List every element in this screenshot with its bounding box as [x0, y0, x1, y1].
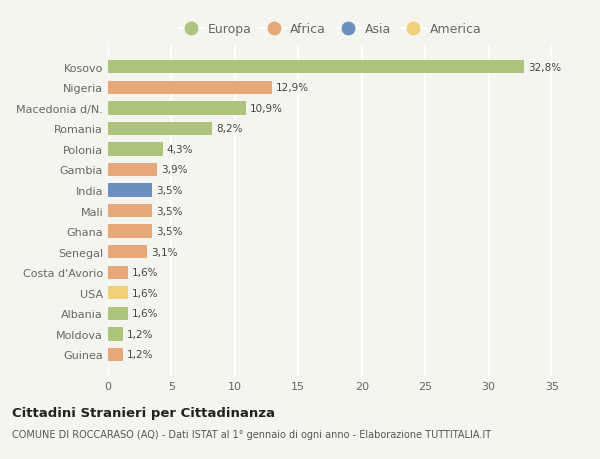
Bar	[108, 81, 272, 95]
Text: 1,2%: 1,2%	[127, 350, 154, 360]
Bar	[108, 348, 123, 361]
Bar	[108, 204, 152, 218]
Bar	[108, 225, 152, 238]
Bar	[108, 143, 163, 156]
Text: 12,9%: 12,9%	[275, 83, 308, 93]
Bar	[108, 307, 128, 320]
Bar	[108, 184, 152, 197]
Text: 1,6%: 1,6%	[132, 288, 158, 298]
Text: 1,2%: 1,2%	[127, 329, 154, 339]
Legend: Europa, Africa, Asia, America: Europa, Africa, Asia, America	[179, 23, 481, 36]
Text: 8,2%: 8,2%	[216, 124, 242, 134]
Text: 3,5%: 3,5%	[156, 227, 183, 237]
Bar	[108, 328, 123, 341]
Bar	[108, 246, 148, 259]
Text: 4,3%: 4,3%	[166, 145, 193, 155]
Text: 3,5%: 3,5%	[156, 185, 183, 196]
Text: 10,9%: 10,9%	[250, 104, 283, 113]
Text: 32,8%: 32,8%	[528, 62, 561, 73]
Text: COMUNE DI ROCCARASO (AQ) - Dati ISTAT al 1° gennaio di ogni anno - Elaborazione : COMUNE DI ROCCARASO (AQ) - Dati ISTAT al…	[12, 429, 491, 439]
Text: Cittadini Stranieri per Cittadinanza: Cittadini Stranieri per Cittadinanza	[12, 406, 275, 419]
Bar	[108, 286, 128, 300]
Bar	[108, 266, 128, 280]
Text: 1,6%: 1,6%	[132, 268, 158, 278]
Bar	[108, 163, 157, 177]
Text: 3,5%: 3,5%	[156, 206, 183, 216]
Text: 3,1%: 3,1%	[151, 247, 178, 257]
Bar	[108, 123, 212, 136]
Bar	[108, 102, 246, 115]
Text: 1,6%: 1,6%	[132, 309, 158, 319]
Text: 3,9%: 3,9%	[161, 165, 188, 175]
Bar	[108, 61, 524, 74]
